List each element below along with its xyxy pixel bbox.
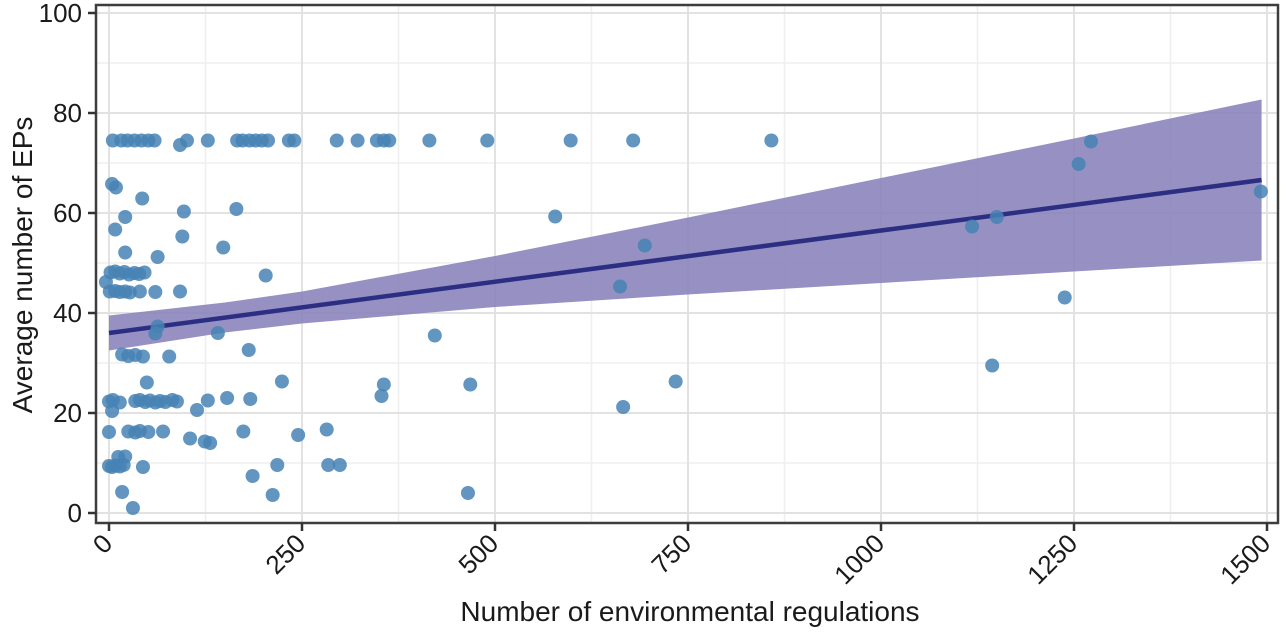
- scatter-point: [965, 219, 980, 234]
- scatter-point: [141, 425, 156, 439]
- scatter-point: [548, 209, 563, 224]
- scatter-point: [374, 389, 389, 403]
- scatter-point: [668, 374, 683, 389]
- scatter-point: [156, 424, 171, 439]
- scatter-point: [132, 284, 147, 299]
- scatter-point: [258, 268, 273, 283]
- scatter-point: [200, 133, 215, 148]
- scatter-point: [1253, 184, 1268, 199]
- scatter-point: [1057, 290, 1072, 305]
- scatter-point: [210, 326, 225, 340]
- confidence-band: [109, 99, 1262, 351]
- scatter-point: [626, 133, 641, 148]
- scatter-point: [162, 349, 177, 364]
- scatter-point: [422, 133, 437, 148]
- y-tick-label: 20: [53, 398, 82, 428]
- scatter-point: [169, 394, 184, 409]
- x-tick-label: 1250: [1021, 528, 1083, 590]
- scatter-point: [150, 250, 165, 264]
- scatter-point: [116, 458, 131, 472]
- scatter-point: [148, 285, 163, 299]
- scatter-point: [985, 358, 1000, 373]
- scatter-point: [616, 400, 631, 414]
- scatter-point: [460, 486, 475, 500]
- scatter-point: [480, 133, 495, 148]
- x-tick-label: 1000: [828, 528, 890, 590]
- scatter-point: [118, 210, 133, 224]
- data-layer: [98, 99, 1268, 515]
- scatter-point: [150, 319, 165, 334]
- scatter-point: [287, 133, 302, 148]
- scatter-point: [183, 431, 198, 446]
- scatter-point: [989, 210, 1004, 224]
- x-tick-label: 0: [87, 528, 118, 559]
- scatter-point: [329, 133, 344, 148]
- scatter-point: [173, 284, 188, 299]
- y-tick-label: 100: [39, 0, 82, 28]
- scatter-point: [382, 133, 397, 148]
- scatter-point: [229, 202, 244, 216]
- y-tick-label: 0: [68, 498, 82, 528]
- scatter-point: [236, 424, 251, 439]
- scatter-point: [376, 377, 391, 392]
- scatter-point: [613, 279, 628, 294]
- y-tick-label: 60: [53, 198, 82, 228]
- scatter-point: [241, 343, 256, 357]
- y-axis-title: Average number of EPs: [7, 117, 38, 414]
- scatter-point: [265, 488, 280, 502]
- scatter-point: [270, 458, 285, 472]
- scatter-point: [427, 328, 442, 343]
- scatter-point: [190, 403, 205, 417]
- scatter-point: [176, 204, 191, 219]
- scatter-point: [179, 133, 194, 148]
- scatter-point: [245, 469, 260, 483]
- scatter-point: [291, 428, 306, 442]
- y-tick-label: 80: [53, 98, 82, 128]
- scatter-point: [175, 229, 190, 244]
- scatter-point: [118, 245, 133, 260]
- scatter-point: [147, 133, 162, 148]
- x-axis-title: Number of environmental regulations: [460, 596, 919, 627]
- scatter-point: [220, 391, 235, 405]
- scatter-point: [463, 377, 478, 392]
- scatter-point: [102, 425, 116, 439]
- scatter-point: [321, 458, 336, 472]
- scatter-point: [319, 422, 334, 437]
- scatter-point: [764, 133, 779, 148]
- scatter-point: [135, 460, 150, 474]
- scatter-point: [125, 501, 140, 515]
- scatter-point: [563, 133, 578, 148]
- scatter-point: [115, 485, 130, 499]
- scatter-point: [350, 133, 365, 148]
- scatter-point: [203, 436, 218, 450]
- scatter-point: [139, 375, 154, 390]
- scatter-point: [243, 392, 258, 406]
- x-tick-label: 1500: [1214, 528, 1276, 590]
- scatter-point: [135, 349, 150, 364]
- scatter-point: [332, 458, 347, 472]
- x-tick-label: 500: [452, 528, 504, 580]
- x-tick-label: 750: [645, 528, 697, 580]
- scatter-point: [137, 265, 152, 280]
- scatter-point: [200, 393, 215, 408]
- scatter-point: [1071, 157, 1086, 171]
- x-tick-label: 250: [259, 528, 311, 580]
- scatter-point: [135, 191, 150, 206]
- scatter-point: [274, 374, 289, 389]
- scatter-point: [637, 238, 652, 253]
- scatter-point: [108, 180, 123, 195]
- scatter-point: [105, 404, 120, 418]
- scatter-point: [261, 133, 276, 148]
- trend-line: [108, 177, 1262, 336]
- scatter-point: [108, 222, 123, 237]
- scatter-point: [1083, 134, 1098, 149]
- scatter-point: [216, 240, 231, 255]
- y-tick-label: 40: [53, 298, 82, 328]
